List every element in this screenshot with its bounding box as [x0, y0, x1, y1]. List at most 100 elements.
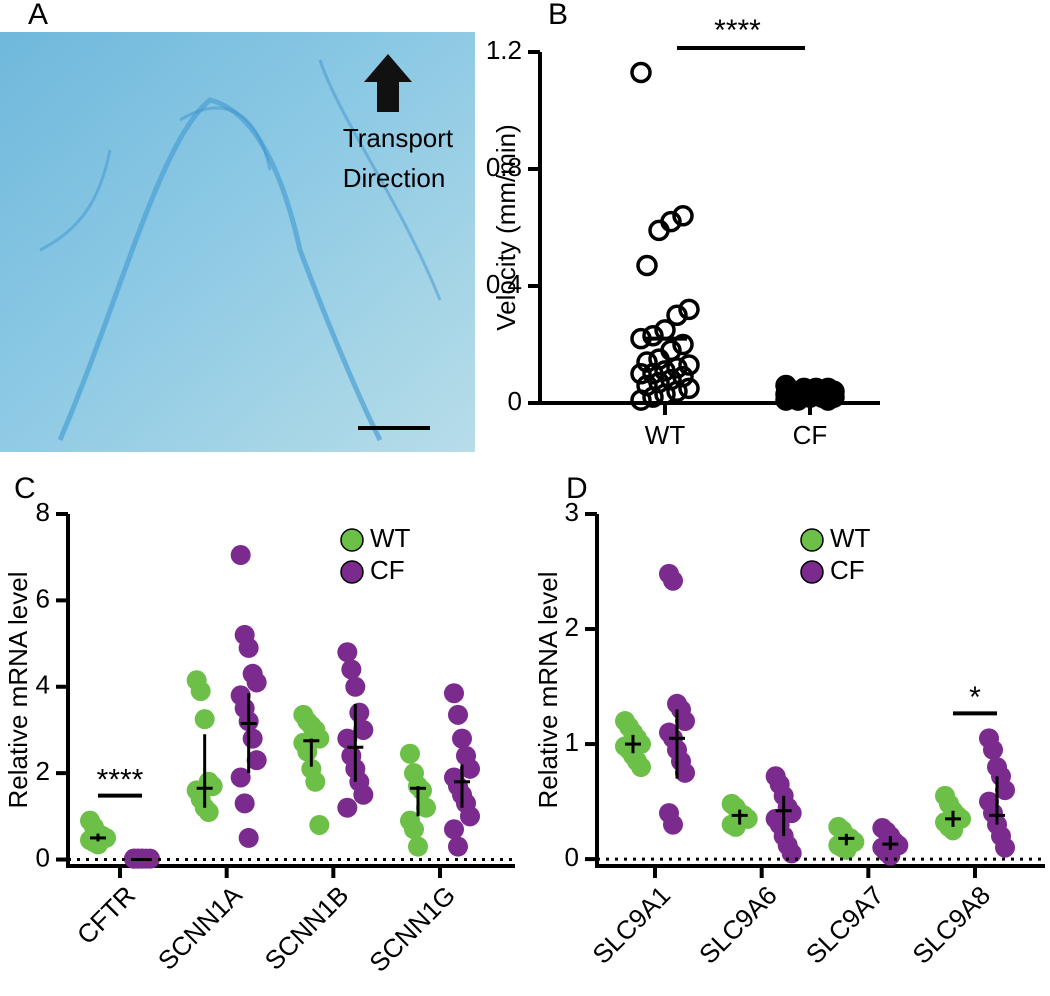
y-tick-label: 0.8: [486, 152, 522, 182]
data-point: [995, 780, 1015, 801]
data-point: [631, 757, 651, 778]
data-point: [448, 836, 468, 857]
y-tick-label: 6: [36, 583, 50, 613]
data-point: [880, 845, 901, 866]
x-tick-label: SLC9A1: [586, 880, 676, 970]
data-point: [242, 728, 263, 749]
data-point: [408, 836, 428, 857]
x-tick-label: SCNN1B: [259, 880, 355, 976]
data-point: [654, 383, 676, 405]
data-point: [672, 333, 694, 356]
data-point: [648, 219, 670, 242]
data-point: [678, 354, 700, 376]
micrograph: [0, 32, 475, 452]
legend-marker: [340, 528, 364, 552]
data-point: [663, 814, 683, 835]
data-point: [400, 743, 420, 764]
data-point: [341, 659, 362, 680]
data-point: [230, 545, 251, 566]
legend-marker: [800, 528, 824, 552]
y-axis-label: Velocity (mm/min): [491, 124, 521, 331]
data-point: [672, 205, 694, 227]
y-axis-label: Relative mRNA level: [533, 572, 563, 809]
data-point: [678, 377, 700, 400]
panel-label: D: [566, 472, 588, 505]
x-tick-label: SCNN1G: [363, 880, 461, 978]
data-point: [412, 780, 432, 801]
data-point: [636, 254, 658, 277]
data-point: [444, 683, 464, 704]
x-tick-label: SLC9A8: [906, 880, 996, 970]
y-tick-label: 0: [36, 842, 50, 872]
data-point: [416, 797, 436, 818]
data-point: [246, 672, 267, 693]
y-tick-label: 2: [36, 756, 50, 786]
data-point: [246, 750, 267, 771]
data-point: [460, 806, 480, 827]
data-point: [983, 739, 1003, 760]
y-tick-label: 0: [508, 386, 522, 416]
data-point: [353, 784, 374, 805]
data-point: [230, 767, 251, 788]
data-point: [198, 802, 219, 823]
data-point: [675, 762, 695, 783]
x-tick-label: CFTR: [71, 880, 141, 950]
image-panel: Transport Direction A: [0, 0, 475, 452]
data-point: [448, 704, 468, 725]
mucus-strand: [39, 59, 442, 301]
y-tick-label: 4: [36, 670, 50, 700]
data-point: [943, 820, 963, 841]
data-point: [675, 711, 695, 732]
legend-marker: [800, 560, 824, 584]
data-point: [444, 819, 464, 840]
data-point: [238, 637, 259, 658]
data-point: [345, 676, 366, 697]
data-point: [337, 642, 358, 663]
data-point: [995, 837, 1015, 858]
data-point: [309, 728, 330, 749]
y-tick-label: 0.4: [486, 269, 522, 299]
data-point: [238, 827, 259, 848]
data-point: [630, 363, 652, 385]
panel-label: A: [28, 0, 48, 31]
data-point: [305, 771, 326, 792]
data-point: [781, 843, 802, 864]
data-point: [642, 324, 664, 347]
x-tick-label: WT: [645, 420, 686, 450]
y-tick-label: 8: [36, 497, 50, 527]
y-tick-label: 1.2: [486, 35, 522, 65]
x-tick-label: CF: [793, 420, 828, 450]
significance-label: ****: [97, 764, 144, 797]
panel-label: C: [14, 472, 36, 505]
data-point: [666, 304, 688, 326]
y-tick-label: 3: [565, 497, 579, 527]
significance-label: ****: [714, 14, 761, 47]
data-point: [636, 351, 658, 373]
direction-arrow: [364, 54, 412, 112]
chart-panel: B Velocity (mm/min) 0 0.4 0.8 1.2 WT CF ****: [486, 0, 880, 450]
y-tick-label: 0: [565, 842, 579, 872]
data-point: [309, 814, 330, 835]
data-point: [725, 816, 746, 837]
data-point: [630, 61, 652, 84]
significance-label: *: [969, 681, 981, 714]
legend-label: WT: [830, 523, 871, 553]
y-tick-label: 1: [565, 727, 579, 757]
data-point: [666, 380, 688, 403]
data-point: [836, 839, 857, 860]
data-point: [460, 758, 480, 779]
data-point: [234, 793, 255, 814]
data-point: [202, 776, 223, 797]
y-tick-label: 2: [565, 612, 579, 642]
data-point: [353, 719, 374, 740]
data-point: [337, 797, 358, 818]
x-tick-label: SCNN1A: [152, 879, 248, 975]
legend-label: CF: [830, 555, 865, 585]
panel-label: B: [548, 0, 568, 31]
data-point: [349, 702, 370, 723]
legend-label: WT: [370, 523, 411, 553]
data-point: [678, 298, 700, 321]
